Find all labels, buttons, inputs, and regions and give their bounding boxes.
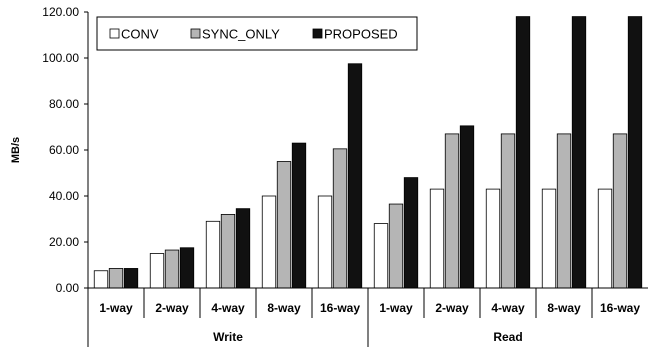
- bar-conv: [93, 270, 109, 289]
- bar-conv: [597, 188, 613, 289]
- bar-conv: [541, 188, 557, 289]
- y-tick-label: 0.00: [56, 281, 80, 295]
- bar-sync-only: [220, 213, 236, 289]
- legend-label-sync-only: SYNC_ONLY: [202, 27, 280, 42]
- bar-proposed: [571, 16, 587, 289]
- bar-proposed: [403, 177, 419, 289]
- bar-proposed: [123, 268, 139, 289]
- bar-proposed: [515, 16, 531, 289]
- legend-label-proposed: PROPOSED: [324, 27, 398, 42]
- legend-label-conv: CONV: [121, 27, 159, 42]
- bar-sync-only: [108, 268, 124, 289]
- x-category-label: 1-way: [99, 301, 133, 315]
- y-tick-label: 80.00: [49, 97, 79, 111]
- x-category-label: 1-way: [379, 301, 413, 315]
- bar-sync-only: [444, 133, 460, 289]
- axes: [87, 12, 648, 347]
- y-axis-ticks: 0.00 20.00 40.00 60.00 80.00 100.00 120.00: [42, 5, 88, 295]
- bar-conv: [317, 195, 333, 289]
- x-category-label: 2-way: [435, 301, 469, 315]
- bars: [93, 16, 643, 289]
- bar-sync-only: [388, 203, 404, 289]
- bar-sync-only: [332, 148, 348, 289]
- legend-swatch-conv: [109, 28, 120, 39]
- bar-sync-only: [500, 133, 516, 289]
- y-tick-label: 20.00: [49, 235, 79, 249]
- y-tick-label: 40.00: [49, 189, 79, 203]
- y-tick-label: 120.00: [42, 5, 79, 19]
- legend: CONV SYNC_ONLY PROPOSED: [96, 16, 418, 51]
- bar-proposed: [291, 142, 307, 289]
- bar-conv: [205, 220, 221, 289]
- bar-proposed: [235, 208, 251, 289]
- bar-conv: [429, 188, 445, 289]
- bar-proposed: [459, 125, 475, 289]
- bar-conv: [373, 223, 389, 289]
- x-category-label: 8-way: [267, 301, 301, 315]
- y-tick-label: 100.00: [42, 51, 79, 65]
- bar-proposed: [179, 247, 195, 289]
- bar-conv: [261, 195, 277, 289]
- legend-box: [96, 16, 418, 51]
- bar-sync-only: [556, 133, 572, 289]
- x-group-label: Read: [493, 330, 522, 344]
- bar-conv: [485, 188, 501, 289]
- legend-swatch-proposed: [312, 28, 323, 39]
- bar-sync-only: [164, 249, 180, 289]
- bar-sync-only: [612, 133, 628, 289]
- bar-proposed: [347, 63, 363, 289]
- x-category-label: 8-way: [547, 301, 581, 315]
- x-group-label: Write: [213, 330, 243, 344]
- x-axis-labels: 1-way 2-way 4-way 8-way 16-way 1-way 2-way 4-wa…: [99, 301, 640, 344]
- bar-proposed: [627, 16, 643, 289]
- x-category-label: 4-way: [211, 301, 245, 315]
- legend-swatch-sync-only: [190, 28, 201, 39]
- x-category-label: 16-way: [320, 301, 360, 315]
- bar-conv: [149, 253, 165, 289]
- y-tick-label: 60.00: [49, 143, 79, 157]
- x-category-label: 4-way: [491, 301, 525, 315]
- bar-sync-only: [276, 161, 292, 289]
- x-category-label: 16-way: [600, 301, 640, 315]
- x-category-label: 2-way: [155, 301, 189, 315]
- y-axis-label: MB/s: [10, 137, 22, 163]
